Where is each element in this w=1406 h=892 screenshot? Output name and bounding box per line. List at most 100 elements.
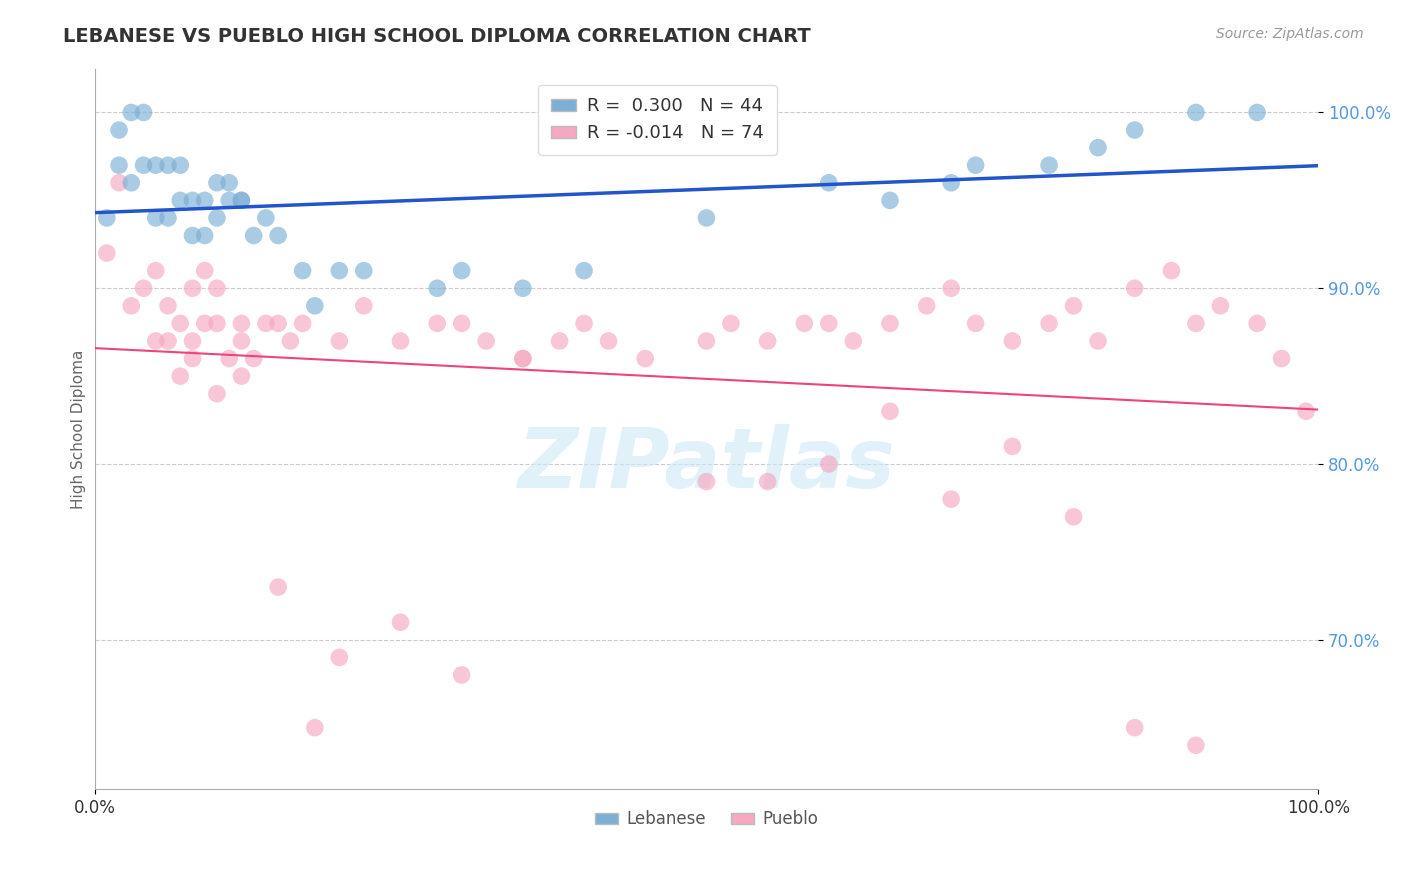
Point xyxy=(156,299,179,313)
Text: Source: ZipAtlas.com: Source: ZipAtlas.com xyxy=(1216,27,1364,41)
Point xyxy=(879,194,901,208)
Point xyxy=(132,158,155,172)
Point xyxy=(328,263,350,277)
Point xyxy=(231,334,253,348)
Point xyxy=(205,281,228,295)
Point xyxy=(231,317,253,331)
Point xyxy=(572,263,595,277)
Point xyxy=(280,334,302,348)
Point xyxy=(941,176,963,190)
Point xyxy=(915,299,938,313)
Point xyxy=(1038,158,1060,172)
Point xyxy=(254,317,277,331)
Point xyxy=(426,317,449,331)
Point xyxy=(218,351,240,366)
Point xyxy=(426,281,449,295)
Point xyxy=(156,211,179,225)
Point xyxy=(450,263,472,277)
Point xyxy=(132,281,155,295)
Point xyxy=(941,281,963,295)
Point xyxy=(169,369,191,384)
Point xyxy=(156,158,179,172)
Point xyxy=(120,105,142,120)
Point xyxy=(304,721,326,735)
Point xyxy=(328,334,350,348)
Point xyxy=(598,334,620,348)
Point xyxy=(842,334,865,348)
Point xyxy=(353,299,375,313)
Point xyxy=(304,299,326,313)
Point xyxy=(145,334,167,348)
Point xyxy=(1087,140,1109,154)
Text: ZIPatlas: ZIPatlas xyxy=(517,425,896,506)
Point xyxy=(756,475,779,489)
Point xyxy=(120,299,142,313)
Point xyxy=(194,228,217,243)
Point xyxy=(695,211,717,225)
Point xyxy=(1001,334,1024,348)
Point xyxy=(1001,440,1024,454)
Point xyxy=(242,351,264,366)
Point xyxy=(194,317,217,331)
Point xyxy=(1123,721,1146,735)
Point xyxy=(793,317,815,331)
Point xyxy=(1270,351,1292,366)
Point xyxy=(231,194,253,208)
Point xyxy=(965,317,987,331)
Point xyxy=(1246,317,1268,331)
Point xyxy=(194,194,217,208)
Point xyxy=(205,386,228,401)
Point xyxy=(512,281,534,295)
Point xyxy=(512,351,534,366)
Point xyxy=(756,334,779,348)
Point xyxy=(817,176,839,190)
Point xyxy=(965,158,987,172)
Point xyxy=(1185,739,1208,753)
Point xyxy=(145,263,167,277)
Point xyxy=(231,194,253,208)
Point xyxy=(205,176,228,190)
Point xyxy=(941,492,963,507)
Point xyxy=(218,194,240,208)
Point xyxy=(231,369,253,384)
Point xyxy=(1246,105,1268,120)
Point xyxy=(108,123,131,137)
Point xyxy=(1295,404,1317,418)
Point xyxy=(1038,317,1060,331)
Point xyxy=(695,334,717,348)
Point xyxy=(1123,123,1146,137)
Point xyxy=(389,334,412,348)
Point xyxy=(145,158,167,172)
Point xyxy=(181,228,204,243)
Point xyxy=(267,580,290,594)
Point xyxy=(96,246,118,260)
Point xyxy=(879,317,901,331)
Point xyxy=(181,281,204,295)
Point xyxy=(291,263,314,277)
Point xyxy=(512,351,534,366)
Point xyxy=(328,650,350,665)
Point xyxy=(353,263,375,277)
Point xyxy=(156,334,179,348)
Point xyxy=(108,176,131,190)
Point xyxy=(205,317,228,331)
Point xyxy=(720,317,742,331)
Point xyxy=(169,194,191,208)
Point xyxy=(817,317,839,331)
Point xyxy=(1209,299,1232,313)
Point xyxy=(194,263,217,277)
Point xyxy=(291,317,314,331)
Point xyxy=(267,228,290,243)
Point xyxy=(96,211,118,225)
Point xyxy=(1185,105,1208,120)
Point xyxy=(242,228,264,243)
Point xyxy=(450,668,472,682)
Point xyxy=(1123,281,1146,295)
Point xyxy=(120,176,142,190)
Point xyxy=(695,475,717,489)
Point xyxy=(169,158,191,172)
Point xyxy=(879,404,901,418)
Point xyxy=(205,211,228,225)
Point xyxy=(389,615,412,630)
Point xyxy=(450,317,472,331)
